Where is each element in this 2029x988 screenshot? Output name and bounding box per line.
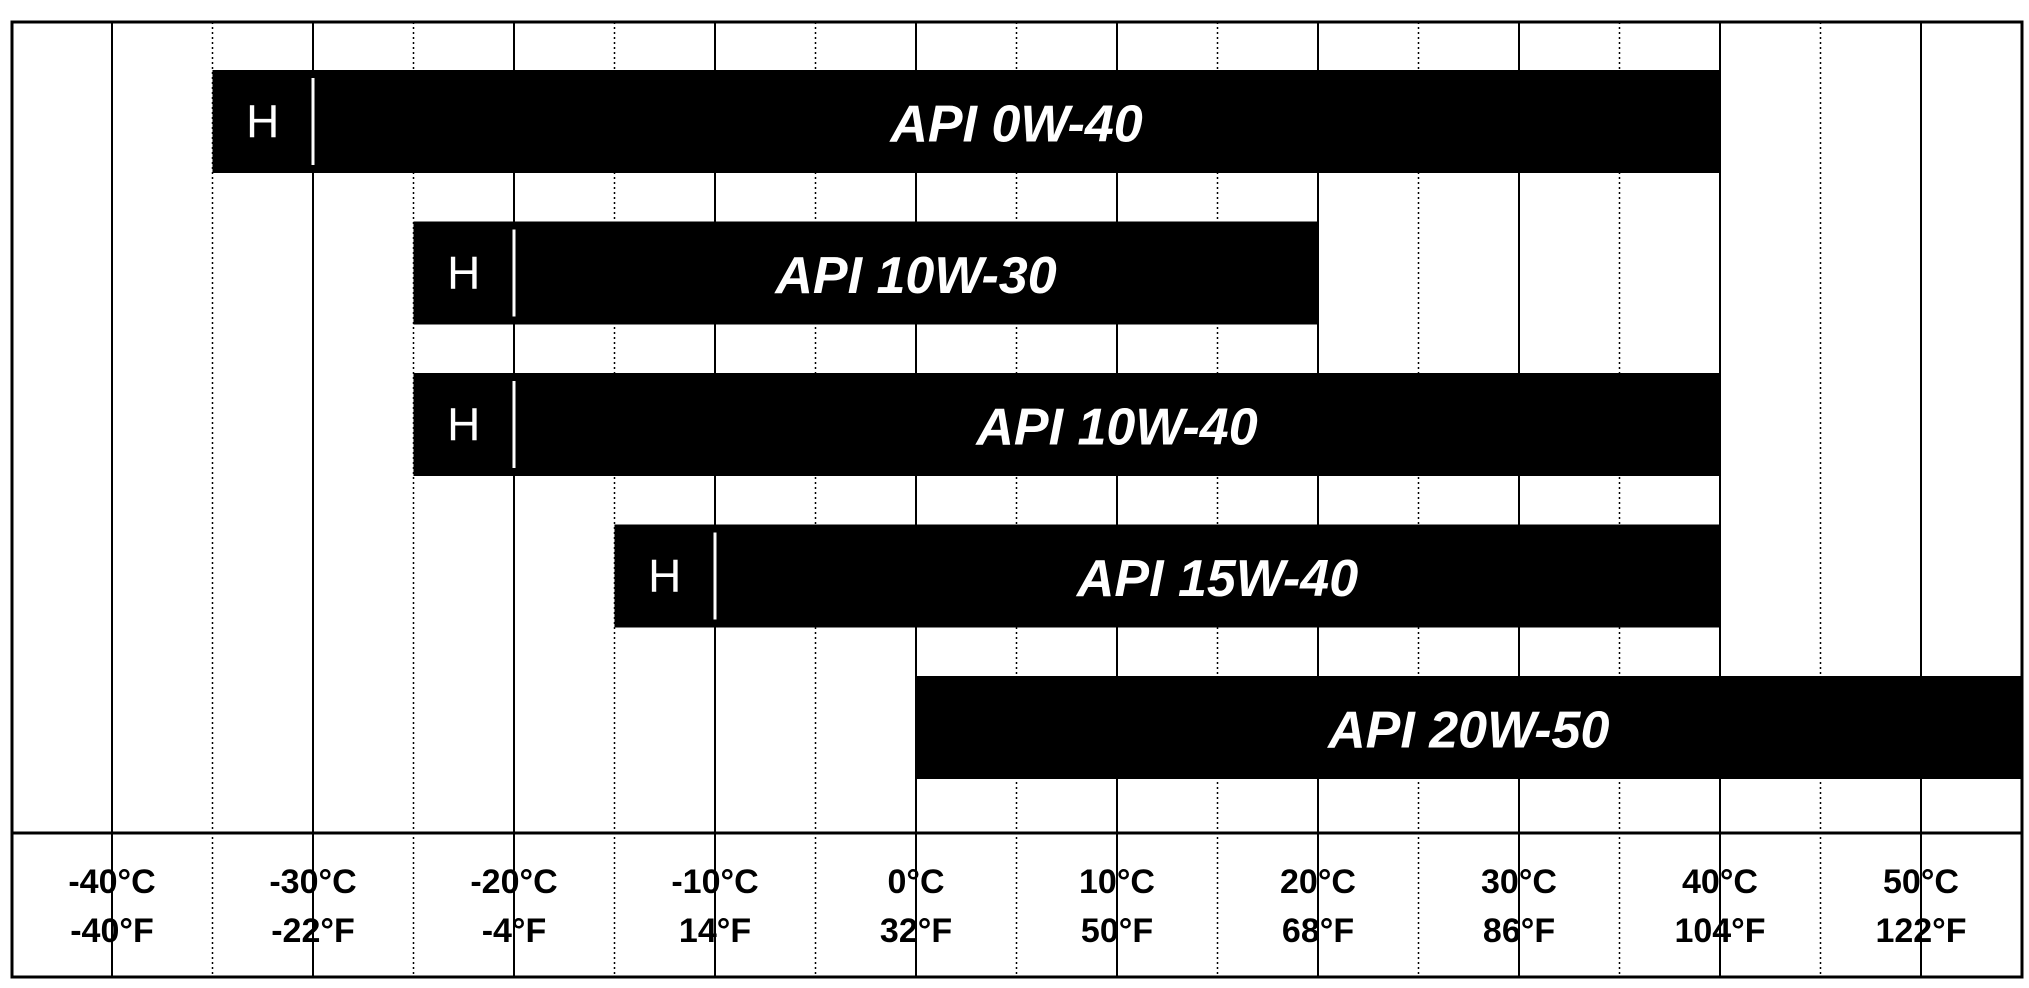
tick-label-fahrenheit: 14°F bbox=[679, 912, 751, 950]
range-bar bbox=[212, 70, 1720, 173]
tick-label-celsius: 40°C bbox=[1682, 863, 1758, 901]
range-bar bbox=[413, 373, 1720, 476]
tick-label-celsius: -20°C bbox=[470, 863, 557, 901]
tick-label-fahrenheit: -4°F bbox=[482, 912, 547, 950]
tick-label-fahrenheit: 104°F bbox=[1674, 912, 1765, 950]
tick-label-fahrenheit: 50°F bbox=[1081, 912, 1153, 950]
bar-label: API 15W-40 bbox=[1075, 550, 1358, 608]
bar-label: API 10W-30 bbox=[773, 247, 1056, 305]
tick-label-celsius: -40°C bbox=[68, 863, 155, 901]
tick-label-fahrenheit: -40°F bbox=[70, 912, 154, 950]
h-marker-label: H bbox=[246, 96, 279, 148]
x-axis-tick-labels: -40°C -40°F -30°C -22°F -20°C -4°F -10°C 14°F 0°… bbox=[68, 863, 1966, 950]
tick-label-fahrenheit: -22°F bbox=[271, 912, 355, 950]
range-bar bbox=[413, 221, 1318, 325]
h-marker-label: H bbox=[447, 247, 480, 299]
tick-label-fahrenheit: 122°F bbox=[1875, 912, 1966, 950]
bar-label: API 20W-50 bbox=[1326, 702, 1609, 760]
tick-label-celsius: 10°C bbox=[1079, 863, 1155, 901]
tick-label-fahrenheit: 68°F bbox=[1282, 912, 1354, 950]
tick-label-celsius: 20°C bbox=[1280, 863, 1356, 901]
bars: H API 0W-40 H API 10W-30 H API 10W-40 H API 15W… bbox=[212, 70, 2022, 779]
tick-label-fahrenheit: 86°F bbox=[1483, 912, 1555, 950]
bar-label: API 0W-40 bbox=[888, 96, 1142, 154]
range-bar bbox=[916, 676, 2022, 779]
range-bar bbox=[614, 524, 1720, 628]
tick-label-fahrenheit: 32°F bbox=[880, 912, 952, 950]
bar-label: API 10W-40 bbox=[974, 399, 1257, 457]
tick-label-celsius: -10°C bbox=[671, 863, 758, 901]
h-marker-label: H bbox=[447, 399, 480, 451]
grid-lines bbox=[111, 22, 1922, 977]
tick-label-celsius: 30°C bbox=[1481, 863, 1557, 901]
tick-label-celsius: 0°C bbox=[887, 863, 944, 901]
tick-label-celsius: 50°C bbox=[1883, 863, 1959, 901]
h-marker-label: H bbox=[648, 550, 681, 602]
tick-label-celsius: -30°C bbox=[269, 863, 356, 901]
